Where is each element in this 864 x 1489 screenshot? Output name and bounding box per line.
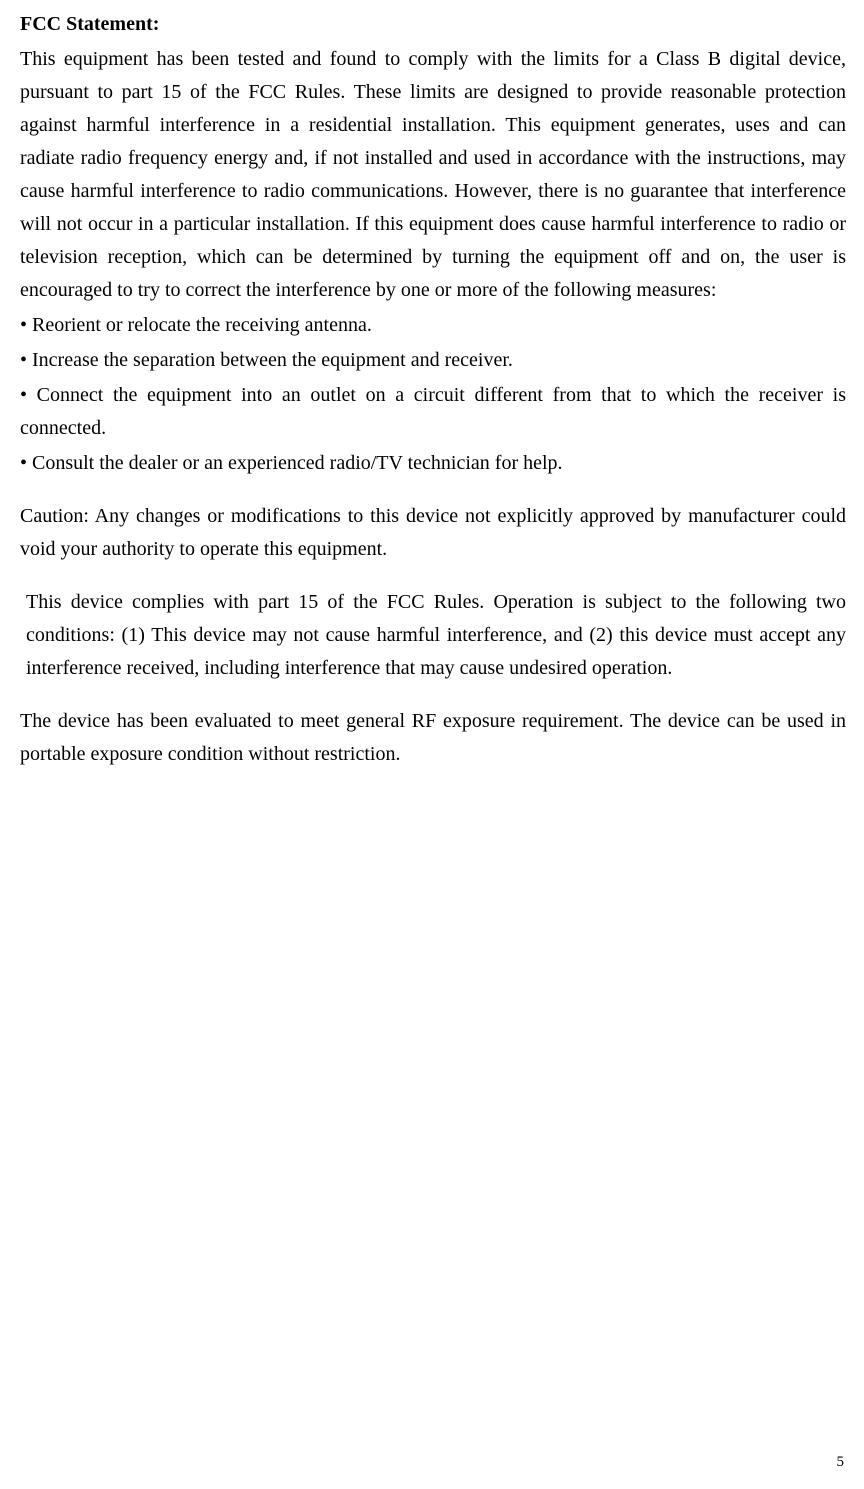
rf-exposure-paragraph: The device has been evaluated to meet ge… (20, 705, 846, 771)
main-paragraph: This equipment has been tested and found… (20, 43, 846, 307)
bullet-separation: • Increase the separation between the eq… (20, 344, 846, 377)
spacer (20, 687, 846, 705)
caution-paragraph: Caution: Any changes or modifications to… (20, 500, 846, 566)
fcc-heading: FCC Statement: (20, 8, 846, 41)
spacer (20, 568, 846, 586)
bullet-circuit: • Connect the equipment into an outlet o… (20, 379, 846, 445)
document-body: FCC Statement: This equipment has been t… (20, 8, 846, 771)
bullet-reorient: • Reorient or relocate the receiving ant… (20, 309, 846, 342)
bullet-consult: • Consult the dealer or an experienced r… (20, 447, 846, 480)
spacer (20, 482, 846, 500)
page-number: 5 (837, 1454, 845, 1471)
compliance-paragraph: This device complies with part 15 of the… (20, 586, 846, 685)
